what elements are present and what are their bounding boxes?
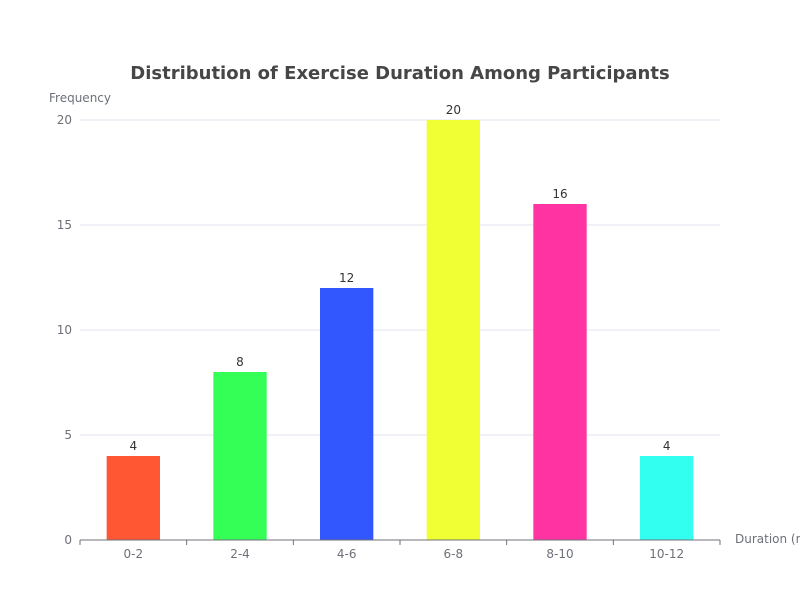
bar: [533, 204, 587, 540]
bar: [320, 288, 374, 540]
x-tick-label: 8-10: [546, 547, 573, 561]
bar: [213, 372, 267, 540]
data-label: 4: [130, 439, 138, 453]
x-axis-ticks: 0-2 2-4 4-6 6-8 8-10 10-12: [124, 547, 685, 561]
data-label: 8: [236, 355, 244, 369]
data-label: 16: [552, 187, 567, 201]
x-tick-label: 6-8: [444, 547, 464, 561]
data-label: 4: [663, 439, 671, 453]
data-label: 20: [446, 103, 461, 117]
y-axis-ticks: 0 5 10 15 20: [57, 113, 72, 547]
y-tick-label: 15: [57, 218, 72, 232]
data-label: 12: [339, 271, 354, 285]
x-tick-label: 4-6: [337, 547, 357, 561]
y-tick-label: 0: [64, 533, 72, 547]
x-tick-label: 2-4: [230, 547, 250, 561]
y-axis-label: Frequency: [49, 91, 111, 105]
y-tick-label: 5: [64, 428, 72, 442]
y-tick-label: 20: [57, 113, 72, 127]
bar: [426, 120, 480, 540]
x-tick-label: 0-2: [124, 547, 144, 561]
bar: [106, 456, 160, 540]
bars: [106, 120, 694, 540]
x-axis-label: Duration (m: [735, 532, 800, 546]
x-tick-label: 10-12: [649, 547, 684, 561]
bar: [640, 456, 694, 540]
gridlines: [80, 119, 720, 436]
chart-title: Distribution of Exercise Duration Among …: [130, 63, 669, 84]
y-tick-label: 10: [57, 323, 72, 337]
data-labels: 4 8 12 20 16 4: [130, 103, 671, 453]
x-axis: [79, 539, 721, 545]
